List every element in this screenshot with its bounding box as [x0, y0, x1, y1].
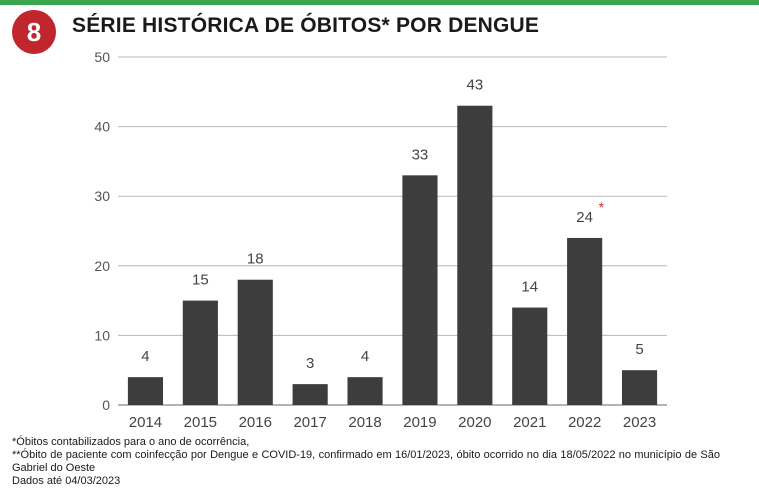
x-tick-label: 2017 — [293, 414, 326, 431]
data-label-2020: 43 — [467, 77, 484, 94]
data-label-2018: 4 — [361, 348, 369, 365]
bar-2017 — [292, 384, 328, 405]
data-label-2014: 4 — [141, 348, 149, 365]
bar-2014 — [127, 377, 164, 405]
bar-2015 — [182, 300, 218, 405]
bar-2023 — [621, 370, 658, 405]
footnote-occurrence: *Óbitos contabilizados para o ano de oco… — [12, 436, 250, 448]
x-tick-label: 2016 — [239, 414, 272, 431]
x-tick-label: 2020 — [458, 414, 491, 431]
x-tick-label: 2021 — [513, 414, 546, 431]
footnotes: *Óbitos contabilizados para o ano de oco… — [12, 436, 720, 488]
x-axis-ticks: 2014 2015 2016 2017 2018 2019 2020 2021 2022 2023 — [129, 414, 656, 431]
y-tick-label: 50 — [94, 49, 110, 65]
x-tick-label: 2019 — [403, 414, 436, 431]
section-number-badge: 8 — [12, 10, 56, 54]
data-label-2019: 33 — [412, 146, 429, 163]
data-label-2022: 24 — [576, 209, 593, 226]
data-label-2015: 15 — [192, 272, 209, 289]
data-label-2017: 3 — [306, 355, 314, 372]
x-tick-label: 2014 — [129, 414, 162, 431]
annotation-mark-2022: * — [599, 199, 605, 215]
x-tick-label: 2023 — [623, 414, 656, 431]
y-tick-label: 40 — [94, 119, 110, 135]
data-label-2021: 14 — [521, 279, 538, 296]
bar-2019 — [402, 175, 438, 405]
bar-2020 — [457, 105, 493, 405]
y-tick-label: 10 — [94, 327, 110, 343]
bar-2022 — [567, 237, 603, 405]
y-tick-label: 30 — [94, 188, 110, 204]
bar-2016 — [237, 279, 273, 405]
y-tick-label: 0 — [102, 397, 110, 413]
chart-bars — [127, 105, 658, 405]
footnote-coinfection: **Óbito de paciente com coinfecção por D… — [12, 449, 720, 474]
data-label-2016: 18 — [247, 251, 264, 268]
y-axis-ticks: 0 10 20 30 40 50 — [94, 49, 110, 413]
x-tick-label: 2015 — [184, 414, 217, 431]
x-tick-label: 2018 — [348, 414, 381, 431]
top-accent-line — [0, 0, 759, 5]
x-tick-label: 2022 — [568, 414, 601, 431]
data-label-2023: 5 — [635, 341, 643, 358]
bar-2018 — [347, 377, 383, 405]
y-tick-label: 20 — [94, 258, 110, 274]
footnote-data-date: Dados até 04/03/2023 — [12, 475, 121, 487]
data-labels: 4 15 18 3 4 33 43 14 24 * 5 — [141, 77, 643, 372]
bar-2021 — [512, 307, 548, 405]
page-title: SÉRIE HISTÓRICA DE ÓBITOS* POR DENGUE — [72, 14, 540, 37]
